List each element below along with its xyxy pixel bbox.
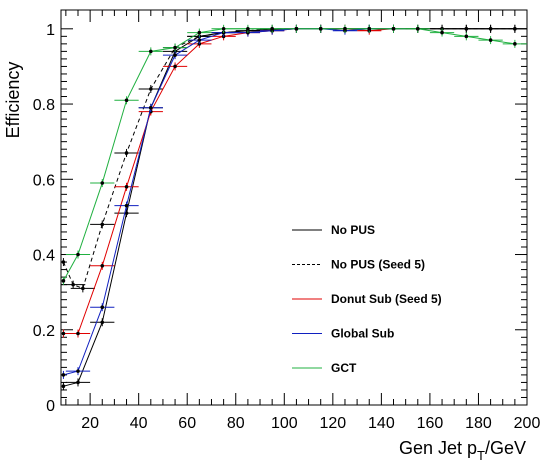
- series-line: [63, 28, 515, 387]
- x-axis-title-unit: /GeV: [485, 438, 526, 458]
- data-point: [100, 264, 105, 268]
- legend-label: GCT: [331, 361, 357, 375]
- x-tick-label: 200: [514, 415, 541, 432]
- data-point: [464, 27, 469, 31]
- data-point: [124, 203, 129, 208]
- x-axis-title-subscript: T: [477, 448, 485, 463]
- data-point: [61, 373, 66, 377]
- plot-border: [60, 9, 528, 406]
- data-point: [124, 151, 129, 155]
- data-point: [61, 260, 66, 264]
- data-point: [76, 331, 80, 336]
- data-point: [100, 305, 105, 309]
- legend-label: No PUS: [331, 223, 375, 237]
- data-point: [149, 49, 153, 54]
- y-tick-label: 0: [46, 398, 55, 415]
- y-tick-label: 0.8: [33, 97, 55, 114]
- legend-label: No PUS (Seed 5): [331, 258, 425, 272]
- data-point: [149, 87, 153, 91]
- y-tick-label: 1: [46, 22, 55, 39]
- data-point: [81, 286, 85, 291]
- x-tick-label: 80: [227, 415, 245, 432]
- data-point: [197, 30, 202, 35]
- data-point: [173, 64, 177, 69]
- x-tick-label: 180: [465, 415, 492, 432]
- data-point: [513, 27, 517, 31]
- data-point: [343, 27, 347, 31]
- data-point: [173, 45, 177, 50]
- series-lines: [61, 24, 527, 391]
- data-point: [294, 27, 299, 31]
- data-point: [61, 279, 66, 283]
- data-point: [464, 34, 469, 39]
- x-axis-title-main: Gen Jet p: [399, 438, 477, 458]
- y-tick-label: 0.4: [33, 248, 55, 265]
- data-point: [100, 181, 105, 185]
- axis-ticks: [61, 10, 528, 406]
- series-0: [61, 24, 527, 391]
- y-axis-title: Efficiency: [3, 62, 23, 139]
- data-point: [197, 38, 202, 42]
- x-tick-label: 40: [130, 415, 148, 432]
- data-point: [367, 27, 372, 31]
- series-line: [63, 28, 394, 376]
- data-point: [415, 27, 420, 31]
- axis-tick-labels: 20 40 60 80 100 120 140 160 180 200 0 0.2 0.4 0.6 0.8 1: [33, 22, 541, 432]
- data-point: [124, 98, 129, 103]
- x-tick-label: 120: [319, 415, 346, 432]
- data-point: [71, 282, 75, 287]
- series-line: [62, 28, 515, 290]
- series-4: [61, 24, 527, 285]
- series-line: [63, 28, 394, 335]
- plot-frame: [60, 9, 528, 406]
- data-point: [76, 369, 80, 373]
- x-axis-title: Gen Jet pT/GeV: [399, 438, 526, 463]
- x-tick-label: 60: [178, 415, 196, 432]
- data-point: [100, 222, 105, 227]
- legend-label: Donut Sub (Seed 5): [331, 292, 442, 306]
- data-point: [221, 27, 226, 31]
- y-tick-label: 0.6: [33, 172, 55, 189]
- x-tick-label: 140: [368, 415, 395, 432]
- data-point: [173, 53, 177, 57]
- data-point: [270, 27, 274, 31]
- data-point: [246, 27, 250, 31]
- data-point: [318, 27, 323, 31]
- x-tick-label: 100: [271, 415, 298, 432]
- data-point: [61, 384, 66, 388]
- data-point: [100, 320, 105, 325]
- data-point: [76, 380, 80, 385]
- data-point: [124, 211, 129, 215]
- data-point: [76, 252, 80, 257]
- series-line: [62, 28, 515, 282]
- data-point: [61, 331, 66, 336]
- data-point: [149, 106, 153, 110]
- data-point: [513, 42, 517, 46]
- data-point: [488, 27, 493, 31]
- data-point: [124, 185, 129, 189]
- series-1: [61, 24, 527, 293]
- series-2: [61, 24, 406, 338]
- data-point: [391, 27, 396, 31]
- legend: No PUS No PUS (Seed 5) Donut Sub (Seed 5) G…: [292, 223, 442, 375]
- x-tick-label: 20: [81, 415, 99, 432]
- data-point: [440, 30, 444, 35]
- x-tick-label: 160: [417, 415, 444, 432]
- data-point: [488, 38, 493, 42]
- y-tick-label: 0.2: [33, 323, 55, 340]
- legend-label: Global Sub: [331, 327, 394, 341]
